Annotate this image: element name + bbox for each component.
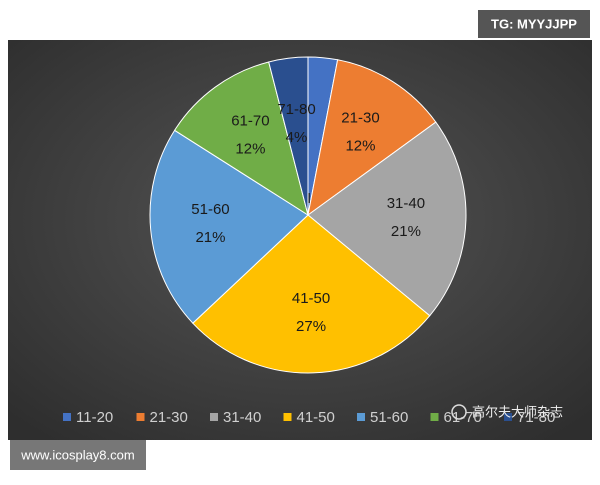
legend-marker: [357, 413, 365, 421]
pie-slice: [307, 59, 437, 217]
slice-label: 41-50: [292, 290, 330, 307]
legend-marker: [504, 413, 512, 421]
legend-marker: [210, 413, 218, 421]
pie-slice: [192, 214, 431, 374]
wechat-icon: [451, 404, 467, 420]
legend-marker: [63, 413, 71, 421]
slice-label: 61-70: [231, 113, 269, 130]
pie-slice: [173, 61, 309, 217]
data-label: 21%: [195, 229, 225, 246]
legend-label: 41-50: [297, 409, 335, 426]
pie-slice: [149, 129, 309, 324]
legend-marker: [283, 413, 292, 421]
legend-label: 51-60: [370, 409, 408, 426]
data-label: 21%: [391, 223, 421, 240]
slice-label: 71-80: [277, 101, 315, 118]
watermark: www.icosplay8.com: [20, 447, 134, 462]
watermark-box: [10, 440, 146, 470]
data-label: 12%: [345, 137, 375, 154]
watermark-box: [478, 10, 590, 38]
pie-slice: [307, 121, 467, 317]
legend-marker: [136, 413, 145, 421]
slice-label: 51-60: [191, 201, 229, 218]
slice-label: 31-40: [387, 195, 425, 212]
data-label: 27%: [296, 318, 326, 335]
legend-label: 31-40: [223, 409, 261, 426]
legend-label: 21-30: [150, 409, 188, 426]
watermark: 高尔夫大师杂志: [472, 404, 563, 419]
legend-marker: [430, 413, 439, 421]
slice-label: 21-30: [341, 109, 379, 126]
data-label: 12%: [235, 141, 265, 158]
data-label: 4%: [286, 129, 308, 146]
watermark: TG: MYYJJPP: [491, 16, 577, 31]
legend-label: 11-20: [76, 409, 113, 426]
legend-label: 71-80: [517, 409, 555, 426]
pie-slice: [268, 56, 309, 216]
